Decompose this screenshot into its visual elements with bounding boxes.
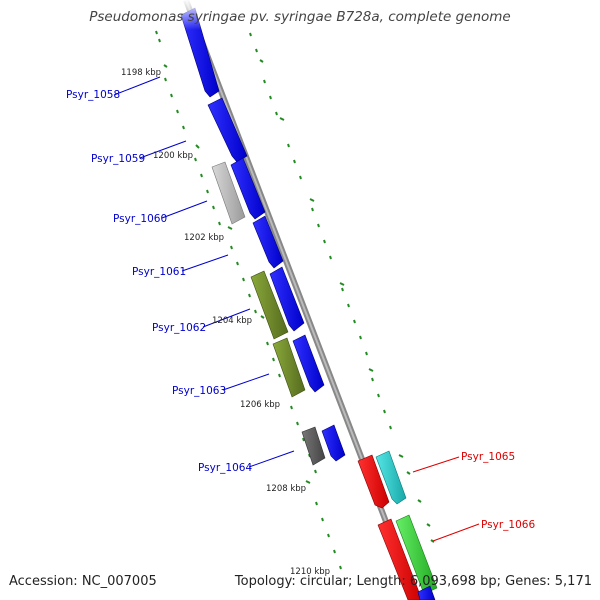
ruler-label: 1202 kbp: [184, 233, 224, 243]
gene-psyr-1060-fwd: [230, 157, 266, 220]
gene-psyr-1064-fwd: [321, 424, 346, 462]
gene-psyr-1065-red: [357, 454, 390, 509]
genome-summary-text: Topology: circular; Length: 6,093,698 bp…: [234, 574, 592, 589]
gene-psyr-1063-fwd: [292, 334, 325, 393]
gene-label-psyr-1064[interactable]: Psyr_1064: [198, 462, 252, 474]
gene-label-psyr-1065[interactable]: Psyr_1065: [461, 451, 515, 463]
ruler-label: 1204 kbp: [212, 316, 252, 326]
outer-ruler-ring: [249, 32, 435, 543]
gene-psyr-1061: [252, 215, 284, 269]
label-leaders: [113, 76, 480, 542]
gene-olive-2: [272, 337, 306, 398]
inner-ruler-ring: [155, 30, 342, 570]
reverse-genes: [211, 161, 438, 600]
gene-label-psyr-1066[interactable]: Psyr_1066: [481, 519, 535, 531]
gene-psyr-1062-fwd: [269, 266, 305, 332]
ruler-label: 1198 kbp: [121, 68, 161, 78]
gene-psyr-1066-red: [377, 518, 423, 600]
gene-psyr-1066-green: [395, 514, 438, 595]
forward-genes: [180, 7, 346, 462]
gene-psyr-1065-cyan: [375, 450, 407, 505]
gene-bottom-blue: [417, 585, 436, 600]
gene-olive-1: [250, 270, 289, 340]
gene-label-psyr-1058[interactable]: Psyr_1058: [66, 89, 120, 101]
gene-grey: [211, 161, 246, 225]
ruler-label: 1210 kbp: [290, 567, 330, 577]
gene-label-psyr-1061[interactable]: Psyr_1061: [132, 266, 186, 278]
gene-label-psyr-1060[interactable]: Psyr_1060: [113, 213, 167, 225]
ruler-label: 1206 kbp: [240, 400, 280, 410]
gene-dark: [301, 426, 326, 466]
map-title: Pseudomonas syringae pv. syringae B728a,…: [89, 9, 511, 25]
gene-label-psyr-1062[interactable]: Psyr_1062: [152, 322, 206, 334]
ruler-label: 1200 kbp: [153, 151, 193, 161]
gene-label-psyr-1063[interactable]: Psyr_1063: [172, 385, 226, 397]
ruler-label: 1208 kbp: [266, 484, 306, 494]
gene-label-psyr-1059[interactable]: Psyr_1059: [91, 153, 145, 165]
accession-text: Accession: NC_007005: [9, 574, 157, 589]
